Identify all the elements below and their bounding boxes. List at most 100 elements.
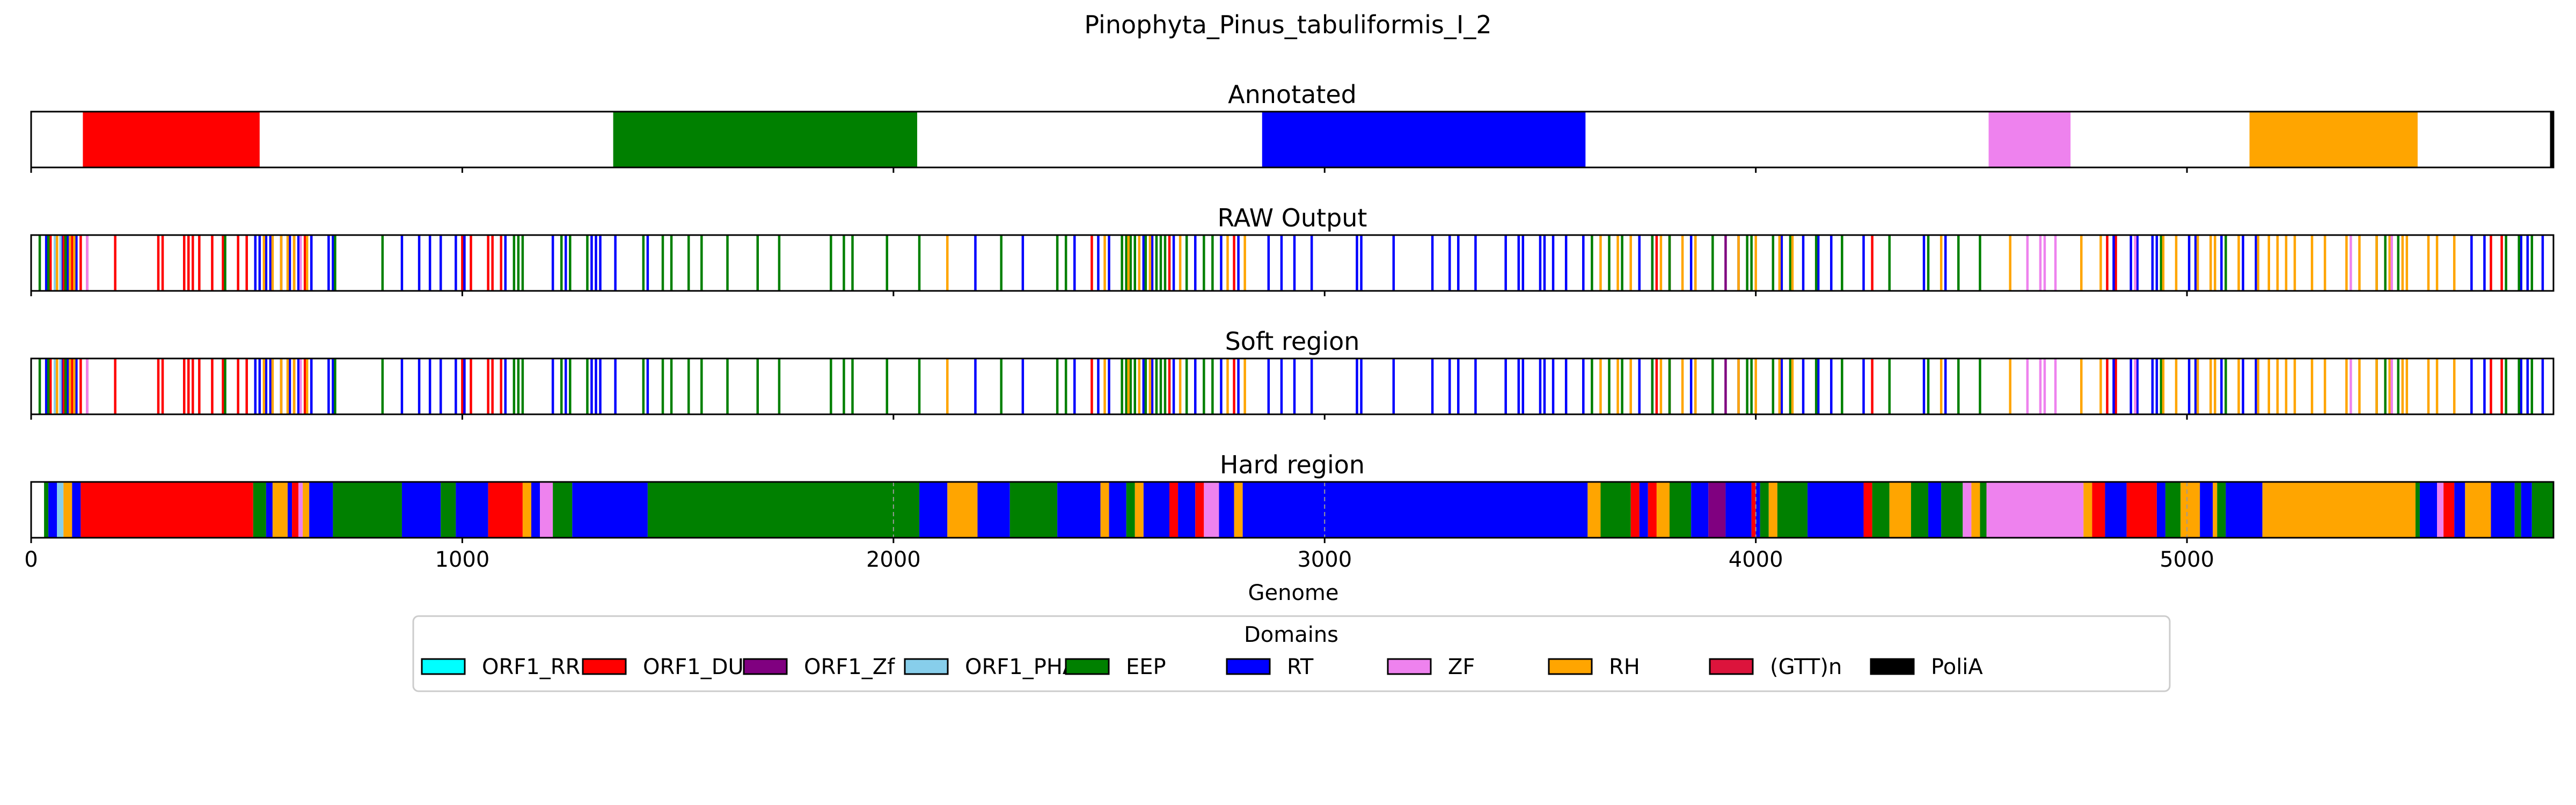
segment-eep	[1009, 482, 1058, 538]
segment-rt	[1242, 482, 1588, 538]
legend-swatch	[1709, 658, 1754, 675]
segment-orf1-duf	[1195, 482, 1204, 538]
legend-entries: ORF1_RRM ORF1_DUF ORF1_Zf ORF1_PHA EEP RT ZF RH…	[421, 655, 1983, 679]
segment-rt	[401, 482, 441, 538]
segment-rh	[2083, 482, 2092, 538]
segment-rt	[531, 482, 540, 538]
segment-orf1-pha	[57, 482, 64, 538]
segment-rh	[272, 482, 288, 538]
segment-rt	[2105, 482, 2127, 538]
legend-label: EEP	[1126, 655, 1166, 679]
segment-zf	[1988, 112, 2071, 167]
segment-eep	[2531, 482, 2553, 538]
legend-title: Domains	[1244, 623, 1338, 647]
legend-entry-rt: RT	[1226, 655, 1314, 679]
segment-rt	[1178, 482, 1196, 538]
segment-eep	[441, 482, 456, 538]
segment-rt	[2156, 482, 2165, 538]
segment-rt	[1109, 482, 1126, 538]
panel-title: Hard region	[1220, 450, 1365, 479]
legend-swatch	[1387, 658, 1432, 675]
legend-label: ZF	[1448, 655, 1475, 679]
segment-eep	[2415, 482, 2420, 538]
legend-swatch	[743, 658, 788, 675]
segment-zf	[1986, 482, 2084, 538]
segment-eep	[553, 482, 573, 538]
segment-orf1-duf	[1169, 482, 1179, 538]
x-tick-label: 1000	[435, 547, 490, 572]
segment-rt	[1755, 482, 1760, 538]
segment-rh	[947, 482, 978, 538]
segment-rh	[2262, 482, 2416, 538]
segment-rt	[72, 482, 81, 538]
legend-entry-orf1-rrm: ORF1_RRM	[421, 655, 599, 679]
segment-orf1-duf	[1751, 482, 1756, 538]
segment-eep	[1669, 482, 1692, 538]
segment-rt	[266, 482, 273, 538]
segment-orf1-duf	[80, 482, 253, 538]
legend-entry-zf: ZF	[1387, 655, 1475, 679]
legend-label: RT	[1287, 655, 1314, 679]
segment-orf1-duf	[2126, 482, 2157, 538]
legend-label: PoliA	[1931, 655, 1983, 679]
segment-rh	[1768, 482, 1777, 538]
segment-rt	[977, 482, 1010, 538]
segment-eep	[1760, 482, 1769, 538]
segment-orf1-duf	[1648, 482, 1657, 538]
segment-rh	[2213, 482, 2218, 538]
panel-frame	[30, 234, 2555, 292]
segment-rt	[456, 482, 488, 538]
segment-rt	[1928, 482, 1942, 538]
segment-rh	[1587, 482, 1601, 538]
legend-label: ORF1_RRM	[482, 655, 599, 679]
segment-eep	[2514, 482, 2521, 538]
legend-entry-polia: PoliA	[1870, 655, 1983, 679]
segment-orf1-duf	[2443, 482, 2455, 538]
segment-rh	[522, 482, 531, 538]
panel-title: Soft region	[1225, 327, 1360, 356]
segment-eep	[1777, 482, 1808, 538]
segment-eep	[1941, 482, 1963, 538]
segment-orf1-zf	[1708, 482, 1726, 538]
segment-eep	[1600, 482, 1631, 538]
x-tick-label: 3000	[1297, 547, 1352, 572]
segment-rt	[1691, 482, 1709, 538]
x-tick-label: 5000	[2160, 547, 2214, 572]
segment-zf	[2437, 482, 2444, 538]
panel-hard-region: Hard region 0 1000 2000 3000 4000 5000	[24, 450, 2555, 572]
segment-rh	[1971, 482, 1980, 538]
legend: Domains ORF1_RRM ORF1_DUF ORF1_Zf ORF1_PHA E…	[412, 615, 2171, 692]
segment-rh	[2465, 482, 2491, 538]
segment-rh	[303, 482, 310, 538]
x-tick-label: 2000	[866, 547, 921, 572]
segment-rt	[1807, 482, 1864, 538]
segment-zf	[1204, 482, 1219, 538]
segment-orf1-duf	[2092, 482, 2105, 538]
segment-orf1-duf	[488, 482, 523, 538]
legend-entry-orf1-zf: ORF1_Zf	[743, 655, 895, 679]
segment-eep	[1126, 482, 1135, 538]
segment-rt	[1057, 482, 1101, 538]
segment-rt	[572, 482, 648, 538]
segment-rt	[1143, 482, 1170, 538]
segment-rt	[2491, 482, 2515, 538]
panels-group: Annotated RAW Output Soft region Hard regio…	[24, 80, 2555, 572]
legend-label: ORF1_PHA	[965, 655, 1078, 679]
x-tick-label: 4000	[1729, 547, 1783, 572]
segment-zf	[1963, 482, 1972, 538]
segment-rt	[2226, 482, 2263, 538]
segment-eep	[1872, 482, 1890, 538]
legend-swatch	[1548, 658, 1593, 675]
segment-eep	[44, 482, 49, 538]
segment-eep	[333, 482, 402, 538]
segment-rt	[1639, 482, 1648, 538]
legend-label: ORF1_Zf	[804, 655, 895, 679]
panel-soft-region: Soft region	[30, 327, 2555, 420]
segment-rh	[63, 482, 72, 538]
segment-rt	[2200, 482, 2213, 538]
segment-zf	[540, 482, 553, 538]
legend-entry-eep: EEP	[1065, 655, 1166, 679]
segment-zf	[298, 482, 303, 538]
segment-polia	[2550, 112, 2553, 167]
segment-eep	[2165, 482, 2181, 538]
